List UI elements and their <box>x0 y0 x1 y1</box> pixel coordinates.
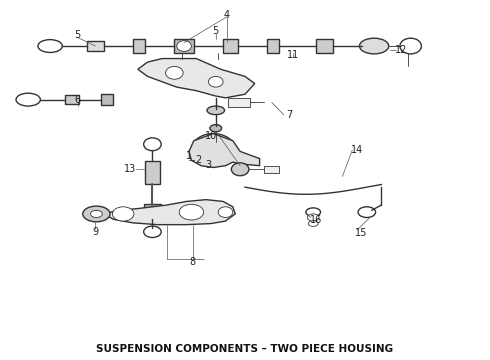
Text: 8: 8 <box>190 257 196 267</box>
Ellipse shape <box>307 214 319 221</box>
Text: 5: 5 <box>213 26 219 36</box>
Bar <box>133 39 145 53</box>
Polygon shape <box>138 59 255 98</box>
Ellipse shape <box>308 221 318 226</box>
Ellipse shape <box>16 93 40 106</box>
Polygon shape <box>104 200 235 225</box>
Ellipse shape <box>231 163 249 176</box>
Text: 14: 14 <box>351 145 363 156</box>
Text: 2: 2 <box>196 156 202 165</box>
Ellipse shape <box>113 207 134 221</box>
Text: 12: 12 <box>395 45 407 55</box>
Text: 16: 16 <box>310 215 322 225</box>
Ellipse shape <box>144 138 161 151</box>
Text: 1: 1 <box>186 151 192 161</box>
Ellipse shape <box>208 76 223 87</box>
Text: 9: 9 <box>92 227 98 237</box>
Ellipse shape <box>144 226 161 238</box>
Bar <box>144 204 161 219</box>
Ellipse shape <box>91 210 102 217</box>
Bar <box>87 41 104 51</box>
Bar <box>101 94 114 105</box>
Bar <box>145 161 160 184</box>
Ellipse shape <box>218 207 233 217</box>
Bar <box>228 98 250 107</box>
Bar <box>223 39 238 53</box>
Ellipse shape <box>179 204 203 220</box>
Bar <box>174 39 194 53</box>
Text: 4: 4 <box>224 10 230 20</box>
Text: 13: 13 <box>124 164 136 174</box>
Bar <box>65 95 79 104</box>
Text: 5: 5 <box>74 30 80 40</box>
Text: SUSPENSION COMPONENTS – TWO PIECE HOUSING: SUSPENSION COMPONENTS – TWO PIECE HOUSIN… <box>97 343 393 354</box>
Text: 7: 7 <box>286 110 292 120</box>
Text: 3: 3 <box>205 159 212 170</box>
Ellipse shape <box>38 40 62 53</box>
Ellipse shape <box>210 125 221 132</box>
Ellipse shape <box>83 206 110 222</box>
Ellipse shape <box>360 38 389 54</box>
Bar <box>316 39 333 53</box>
Ellipse shape <box>400 38 421 54</box>
Polygon shape <box>189 134 260 167</box>
Ellipse shape <box>358 207 375 217</box>
Ellipse shape <box>166 66 183 79</box>
Text: 6: 6 <box>75 95 81 105</box>
Ellipse shape <box>200 140 227 159</box>
Bar <box>267 39 279 53</box>
Ellipse shape <box>306 208 320 216</box>
Ellipse shape <box>177 41 192 51</box>
Text: 10: 10 <box>205 131 217 141</box>
Text: 15: 15 <box>355 228 367 238</box>
Text: 11: 11 <box>287 50 299 60</box>
Bar <box>265 166 279 173</box>
Ellipse shape <box>207 106 224 114</box>
Ellipse shape <box>192 134 235 166</box>
